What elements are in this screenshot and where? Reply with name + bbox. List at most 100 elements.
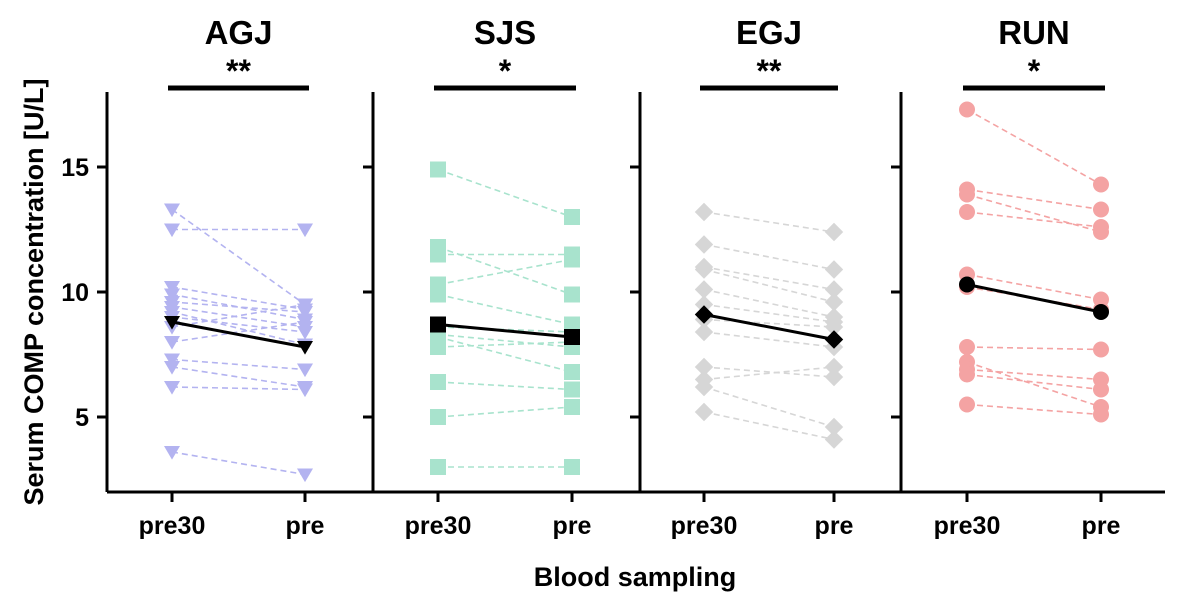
x-axis-title: Blood sampling [534,562,737,592]
subject-marker-pre [824,280,844,299]
subject-line [966,108,1102,186]
subject-line [966,373,1102,391]
mean-line [437,323,573,339]
x-tick-label-pre: pre [286,512,325,540]
subject-marker-pre [297,298,313,313]
x-tick-label-pre30: pre30 [139,512,206,540]
subject-marker-pre [1093,176,1109,193]
subject-line [171,358,306,371]
x-tick-label-pre30: pre30 [671,512,738,540]
subject-marker-pre30 [430,246,446,263]
subject-marker-pre [564,209,580,225]
panel-title: AGJ [205,14,273,51]
subject-marker-pre30 [164,336,180,350]
subject-line [703,243,835,271]
subject-line [171,303,306,328]
subject-marker-pre [564,381,580,398]
x-tick-label-pre: pre [1082,512,1121,540]
subject-marker-pre [297,383,313,398]
subject-marker-pre30 [959,366,975,383]
subject-marker-pre30 [430,339,446,355]
subject-marker-pre30 [694,402,714,422]
subject-line [171,286,306,311]
mean-marker-pre30 [959,276,975,293]
subject-line [966,368,1102,381]
subject-marker-pre30 [164,223,180,238]
mean-marker-pre [1093,304,1109,320]
subject-line [171,311,306,346]
subject-line [703,318,835,328]
subject-marker-pre30 [430,161,446,178]
mean-line [171,320,306,349]
significance-label: * [1028,53,1041,89]
x-tick-label-pre: pre [815,512,854,540]
subject-line [171,451,306,476]
subject-line [966,361,1102,408]
subject-line [703,288,835,318]
subject-marker-pre30 [694,322,714,342]
subject-marker-pre30 [694,377,714,397]
subject-marker-pre [1093,381,1109,398]
panel-title: RUN [998,14,1070,51]
mean-marker-pre30 [164,316,180,330]
subject-marker-pre [1093,201,1109,218]
subject-line [966,286,1102,311]
subject-line [703,303,835,323]
subject-marker-pre [824,292,844,312]
subject-line [171,301,306,313]
subject-line [171,366,306,388]
subject-line [171,208,306,306]
subject-marker-pre30 [430,374,446,390]
subject-line [437,168,573,218]
x-tick-label-pre30: pre30 [934,512,1001,540]
y-axis-title: Serum COMP concentration [U/L] [19,78,49,505]
subject-line [437,341,573,348]
subject-marker-pre30 [694,260,714,279]
subject-marker-pre30 [959,101,975,118]
subject-line [703,411,835,441]
subject-line [437,381,573,391]
subject-marker-pre [1093,219,1109,235]
mean-marker-pre [297,341,313,355]
y-tick-label: 15 [61,154,89,182]
subject-marker-pre30 [430,459,446,475]
subject-line [171,386,306,391]
subject-line [171,316,306,333]
subject-marker-pre30 [694,235,714,254]
subject-marker-pre [297,326,313,340]
subject-line [703,366,835,381]
subject-marker-pre30 [959,396,975,413]
subject-line [703,268,835,303]
subject-line [703,366,835,378]
subject-line [171,306,306,328]
subject-marker-pre30 [164,288,180,303]
subject-line [437,336,573,373]
subject-marker-pre [564,459,580,475]
subject-marker-pre [824,367,844,387]
mean-marker-pre [564,329,580,345]
subject-marker-pre [297,306,313,320]
significance-label: ** [757,53,782,89]
mean-marker-pre [824,330,844,349]
subject-marker-pre [564,399,580,415]
subject-line [437,406,573,418]
subject-line [437,293,573,326]
subject-marker-pre30 [430,286,446,303]
subject-line [437,333,573,348]
subject-line [171,293,306,321]
subject-line [966,188,1102,211]
subject-marker-pre [297,223,313,238]
subject-line [703,211,835,233]
panel-title: EGJ [736,14,802,51]
subject-line [966,193,1102,233]
x-tick-label-pre30: pre30 [405,512,472,540]
subject-marker-pre [564,251,580,268]
mean-line [703,313,835,341]
subject-marker-pre30 [959,339,975,355]
mean-line [966,283,1102,314]
subject-line [966,346,1102,351]
panel-egj: pre30 pre EGJ** [630,14,901,540]
subject-marker-pre30 [164,281,180,295]
subject-marker-pre30 [164,446,180,460]
